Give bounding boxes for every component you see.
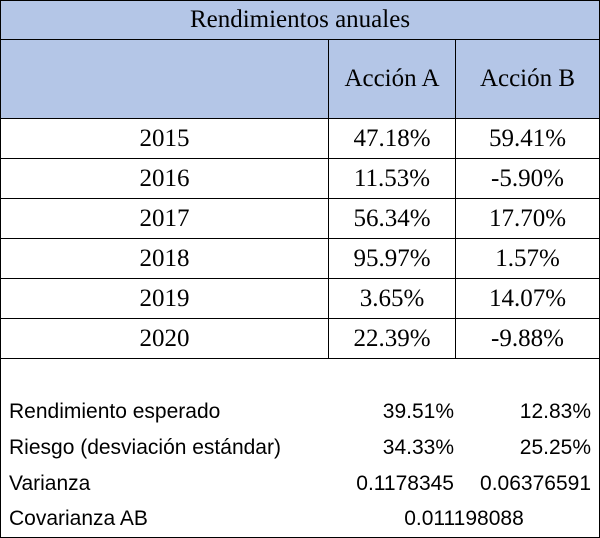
year-cell: 2018 (139, 244, 190, 272)
stat-value-a: 0.1178345 (356, 472, 454, 495)
header-year (1, 40, 328, 118)
stat-value-covariance: 0.011198088 (404, 507, 524, 530)
header-accion-b: Acción B (479, 65, 576, 92)
accion-b-cell: 1.57% (495, 244, 560, 272)
accion-a-cell: 95.97% (353, 244, 431, 272)
header-accion-a: Acción A (344, 65, 440, 92)
stat-value-a: 39.51% (382, 400, 454, 423)
year-cell: 2016 (139, 164, 190, 192)
column-divider (455, 40, 456, 358)
table-row: 2018 95.97% 1.57% (1, 239, 599, 279)
stat-value-a: 34.33% (382, 436, 454, 459)
accion-b-cell: 17.70% (488, 204, 567, 232)
stat-row-covariance: Covarianza AB 0.011198088 (1, 501, 599, 537)
column-divider (328, 40, 329, 358)
year-cell: 2019 (139, 284, 190, 312)
year-cell: 2015 (139, 124, 190, 152)
accion-b-cell: -9.88% (491, 324, 564, 352)
table-row: 2020 22.39% -9.88% (1, 319, 599, 359)
stat-row-expected-return: Rendimiento esperado 39.51% 12.83% (1, 394, 599, 430)
stat-value-b: 25.25% (519, 436, 591, 459)
stat-label: Covarianza AB (9, 507, 148, 530)
table-title: Rendimientos anuales (1, 1, 599, 40)
accion-b-cell: -5.90% (491, 164, 564, 192)
accion-b-cell: 59.41% (488, 124, 567, 152)
column-header-row: Acción A Acción B (1, 40, 599, 119)
table-row: 2017 56.34% 17.70% (1, 199, 599, 239)
year-cell: 2017 (139, 204, 190, 232)
stat-value-b: 0.06376591 (480, 472, 591, 495)
stat-value-b: 12.83% (519, 400, 591, 423)
stat-label: Rendimiento esperado (9, 400, 221, 423)
accion-a-cell: 47.18% (353, 124, 431, 152)
accion-a-cell: 22.39% (353, 324, 431, 352)
table-row: 2015 47.18% 59.41% (1, 119, 599, 159)
accion-a-cell: 56.34% (353, 204, 431, 232)
stat-row-variance: Varianza 0.1178345 0.06376591 (1, 466, 599, 502)
accion-b-cell: 14.07% (488, 284, 567, 312)
year-cell: 2020 (139, 324, 190, 352)
accion-a-cell: 3.65% (359, 284, 425, 312)
table-row: 2016 11.53% -5.90% (1, 159, 599, 199)
stat-row-risk: Riesgo (desviación estándar) 34.33% 25.2… (1, 430, 599, 466)
accion-a-cell: 11.53% (353, 164, 431, 192)
stat-label: Riesgo (desviación estándar) (9, 436, 281, 459)
stat-label: Varianza (9, 472, 91, 495)
table-row: 2019 3.65% 14.07% (1, 279, 599, 319)
